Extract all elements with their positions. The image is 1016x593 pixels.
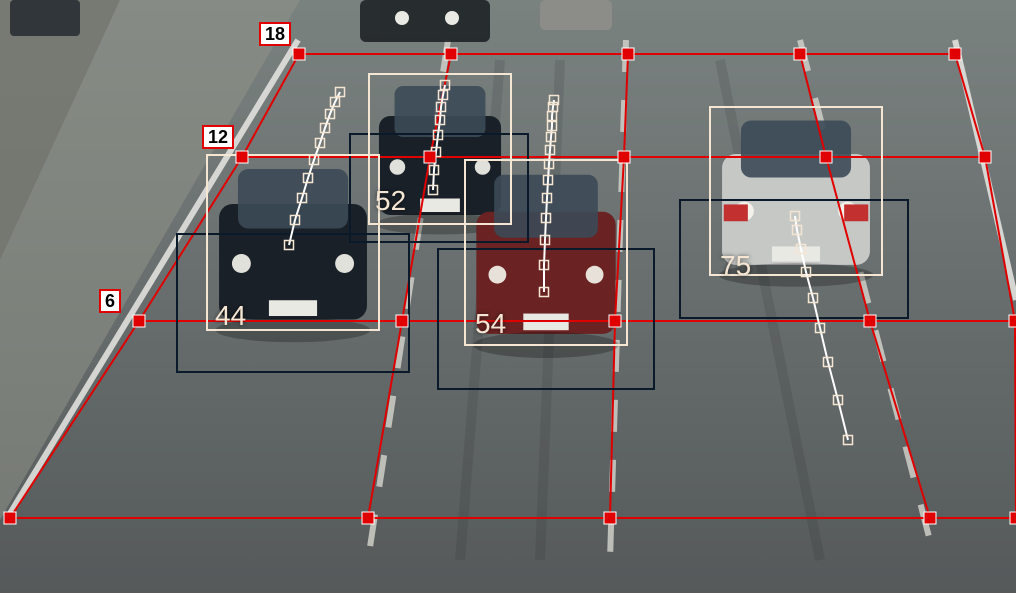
grid-node-handle[interactable]	[609, 315, 621, 327]
grid-row-distance-label[interactable]: 6	[99, 289, 121, 313]
grid-node-handle[interactable]	[604, 512, 616, 524]
grid-node-handle[interactable]	[362, 512, 374, 524]
grid-node-handle[interactable]	[1010, 512, 1016, 524]
grid-node-handle[interactable]	[1009, 315, 1016, 327]
grid-node-handle[interactable]	[864, 315, 876, 327]
detection-box[interactable]	[710, 107, 882, 275]
grid-node-handle[interactable]	[293, 48, 305, 60]
grid-node-handle[interactable]	[924, 512, 936, 524]
grid-node-handle[interactable]	[622, 48, 634, 60]
grid-node-handle[interactable]	[820, 151, 832, 163]
grid-node-handle[interactable]	[424, 151, 436, 163]
grid-row-distance-label[interactable]: 18	[259, 22, 291, 46]
grid-node-handle[interactable]	[4, 512, 16, 524]
grid-row-distance-label[interactable]: 12	[202, 125, 234, 149]
grid-node-handle[interactable]	[396, 315, 408, 327]
detection-box[interactable]	[207, 155, 379, 330]
grid-node-handle[interactable]	[133, 315, 145, 327]
detection-box[interactable]	[465, 160, 627, 345]
annotation-viewport: 1812644525475	[0, 0, 1016, 593]
grid-node-handle[interactable]	[445, 48, 457, 60]
grid-node-handle[interactable]	[236, 151, 248, 163]
grid-node-handle[interactable]	[794, 48, 806, 60]
grid-node-handle[interactable]	[618, 151, 630, 163]
grid-node-handle[interactable]	[979, 151, 991, 163]
grid-node-handle[interactable]	[949, 48, 961, 60]
